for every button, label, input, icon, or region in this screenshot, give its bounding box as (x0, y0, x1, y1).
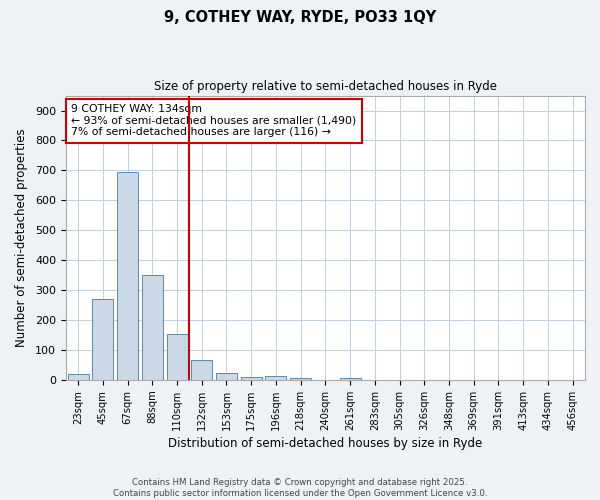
Bar (216, 374, 237, 380)
Bar (92, 299, 113, 380)
Text: 9, COTHEY WAY, RYDE, PO33 1QY: 9, COTHEY WAY, RYDE, PO33 1QY (164, 10, 436, 25)
X-axis label: Distribution of semi-detached houses by size in Ryde: Distribution of semi-detached houses by … (168, 437, 482, 450)
Bar (142, 275, 163, 380)
Bar (290, 378, 311, 380)
Text: Contains HM Land Registry data © Crown copyright and database right 2025.
Contai: Contains HM Land Registry data © Crown c… (113, 478, 487, 498)
Bar (191, 360, 212, 380)
Y-axis label: Number of semi-detached properties: Number of semi-detached properties (15, 128, 28, 347)
Bar (68, 374, 89, 380)
Bar (117, 172, 138, 380)
Title: Size of property relative to semi-detached houses in Ryde: Size of property relative to semi-detach… (154, 80, 497, 93)
Text: 9 COTHEY WAY: 134sqm
← 93% of semi-detached houses are smaller (1,490)
7% of sem: 9 COTHEY WAY: 134sqm ← 93% of semi-detac… (71, 104, 356, 138)
Bar (167, 334, 188, 380)
Bar (265, 376, 286, 380)
Bar (241, 376, 262, 380)
Bar (340, 378, 361, 380)
